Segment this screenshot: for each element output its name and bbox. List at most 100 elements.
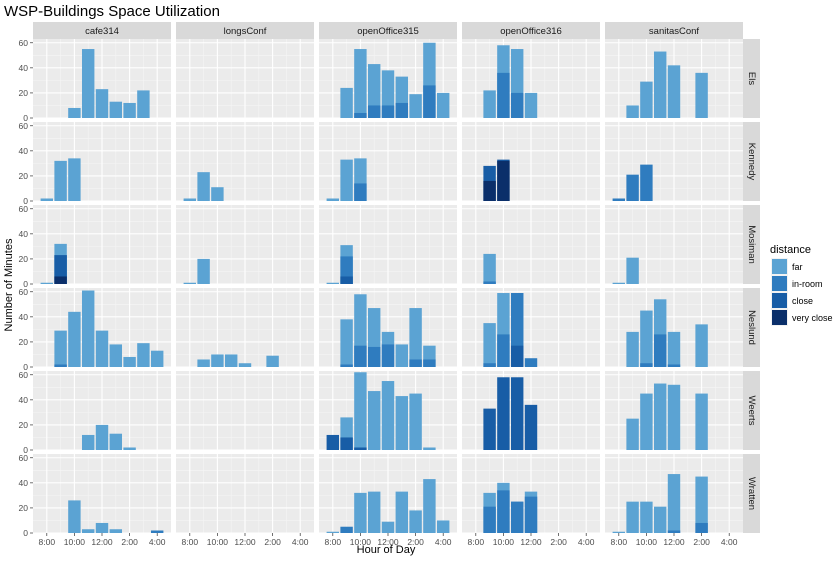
y-tick-label: 60 xyxy=(19,287,29,297)
bars-Els-cafe314 xyxy=(68,49,150,118)
bar-far xyxy=(95,330,109,367)
y-tick-label: 60 xyxy=(19,453,29,463)
y-tick-label: 60 xyxy=(19,121,29,131)
bar-far xyxy=(68,500,81,533)
bar-far xyxy=(483,253,496,284)
x-tick-label: 8:00 xyxy=(39,537,56,547)
bars-Els-openOffice316 xyxy=(483,45,538,118)
bar-far xyxy=(653,506,667,533)
bar-far xyxy=(137,343,150,367)
bar-far xyxy=(81,529,95,533)
bar-far xyxy=(695,72,708,118)
panel-Kennedy-openOffice316 xyxy=(462,122,600,202)
y-tick-label: 40 xyxy=(19,229,29,239)
bar-in-room xyxy=(150,530,164,533)
bar-far xyxy=(68,158,81,201)
bars-Kennedy-longsConf xyxy=(183,172,224,201)
bar-far xyxy=(423,447,436,450)
bar-in-room xyxy=(423,85,436,118)
bar-far xyxy=(81,434,95,450)
panel-Kennedy-openOffice315 xyxy=(319,122,457,202)
x-tick-label: 4:00 xyxy=(578,537,595,547)
x-tick-label: 2:00 xyxy=(407,537,424,547)
x-tick-label: 10:00 xyxy=(493,537,515,547)
bar-far xyxy=(340,87,353,118)
bars-Els-sanitasConf xyxy=(626,51,708,118)
x-tick-label: 12:00 xyxy=(91,537,113,547)
x-tick-label: 12:00 xyxy=(663,537,685,547)
bar-close xyxy=(510,377,524,450)
bar-in-room xyxy=(524,358,538,367)
bar-close xyxy=(524,404,538,450)
bar-far xyxy=(123,102,136,118)
x-tick-label: 8:00 xyxy=(468,537,485,547)
bar-far xyxy=(423,479,436,533)
bar-far xyxy=(54,330,67,367)
bar-far xyxy=(695,476,708,533)
bar-far xyxy=(436,92,450,118)
bar-far xyxy=(695,324,708,367)
x-tick-label: 8:00 xyxy=(182,537,199,547)
y-tick-label: 0 xyxy=(23,279,28,289)
bar-far xyxy=(326,531,340,533)
column-strip-label: longsConf xyxy=(224,26,267,37)
bar-close xyxy=(340,276,353,284)
bar-far xyxy=(409,393,422,450)
bars-Neslund-sanitasConf xyxy=(626,299,708,367)
panel-Kennedy-sanitasConf xyxy=(605,122,743,202)
y-tick-label: 60 xyxy=(19,370,29,380)
column-strip xyxy=(319,22,457,39)
bar-in-room xyxy=(640,363,653,367)
bars-Mosiman-cafe314 xyxy=(40,243,67,284)
bars-Wratten-openOffice315 xyxy=(326,479,450,533)
bar-very-close xyxy=(483,180,496,201)
bar-in-room xyxy=(381,344,395,367)
bar-far xyxy=(367,491,381,533)
bar-in-room xyxy=(409,359,422,367)
bar-far xyxy=(238,363,252,367)
row-strip xyxy=(743,371,760,450)
bar-far xyxy=(183,198,197,201)
x-tick-label: 10:00 xyxy=(636,537,658,547)
bar-far xyxy=(150,350,164,367)
bar-far xyxy=(626,257,639,284)
row-strip-label: Kennedy xyxy=(746,143,757,181)
bar-far xyxy=(640,501,653,533)
column-strip xyxy=(605,22,743,39)
bar-far xyxy=(95,522,109,533)
column-strip-label: openOffice316 xyxy=(500,26,562,37)
column-strip-label: sanitasConf xyxy=(649,26,700,37)
column-strip xyxy=(33,22,171,39)
bar-far xyxy=(224,354,238,367)
facet-panels xyxy=(33,39,743,534)
bar-far xyxy=(653,383,667,450)
bars-Mosiman-longsConf xyxy=(183,258,210,284)
bars-Wratten-openOffice316 xyxy=(483,482,538,533)
bars-Kennedy-openOffice316 xyxy=(483,159,510,201)
row-strip xyxy=(743,39,760,118)
bar-in-room xyxy=(667,530,681,533)
bar-far xyxy=(626,501,639,533)
bar-far xyxy=(266,355,279,367)
bar-in-room xyxy=(354,183,367,201)
bar-far xyxy=(395,396,409,450)
bar-in-room xyxy=(367,105,381,118)
panel-Mosiman-longsConf xyxy=(176,205,314,285)
bar-far xyxy=(409,94,422,118)
y-tick-label: 60 xyxy=(19,204,29,214)
row-strip-label: Neslund xyxy=(746,310,757,345)
bar-far xyxy=(40,198,54,201)
legend-label: very close xyxy=(792,313,833,323)
y-tick-label: 40 xyxy=(19,312,29,322)
bar-far xyxy=(667,474,681,533)
bar-in-room xyxy=(667,364,681,367)
bar-far xyxy=(197,172,210,201)
legend-key-in-room xyxy=(772,276,787,291)
row-strip xyxy=(743,454,760,533)
bar-far xyxy=(381,381,395,450)
bars-Neslund-cafe314 xyxy=(54,290,164,367)
panel-Kennedy-longsConf xyxy=(176,122,314,202)
bar-in-room xyxy=(367,346,381,367)
row-strip-label: Els xyxy=(746,72,757,85)
bars-Kennedy-cafe314 xyxy=(40,158,81,201)
